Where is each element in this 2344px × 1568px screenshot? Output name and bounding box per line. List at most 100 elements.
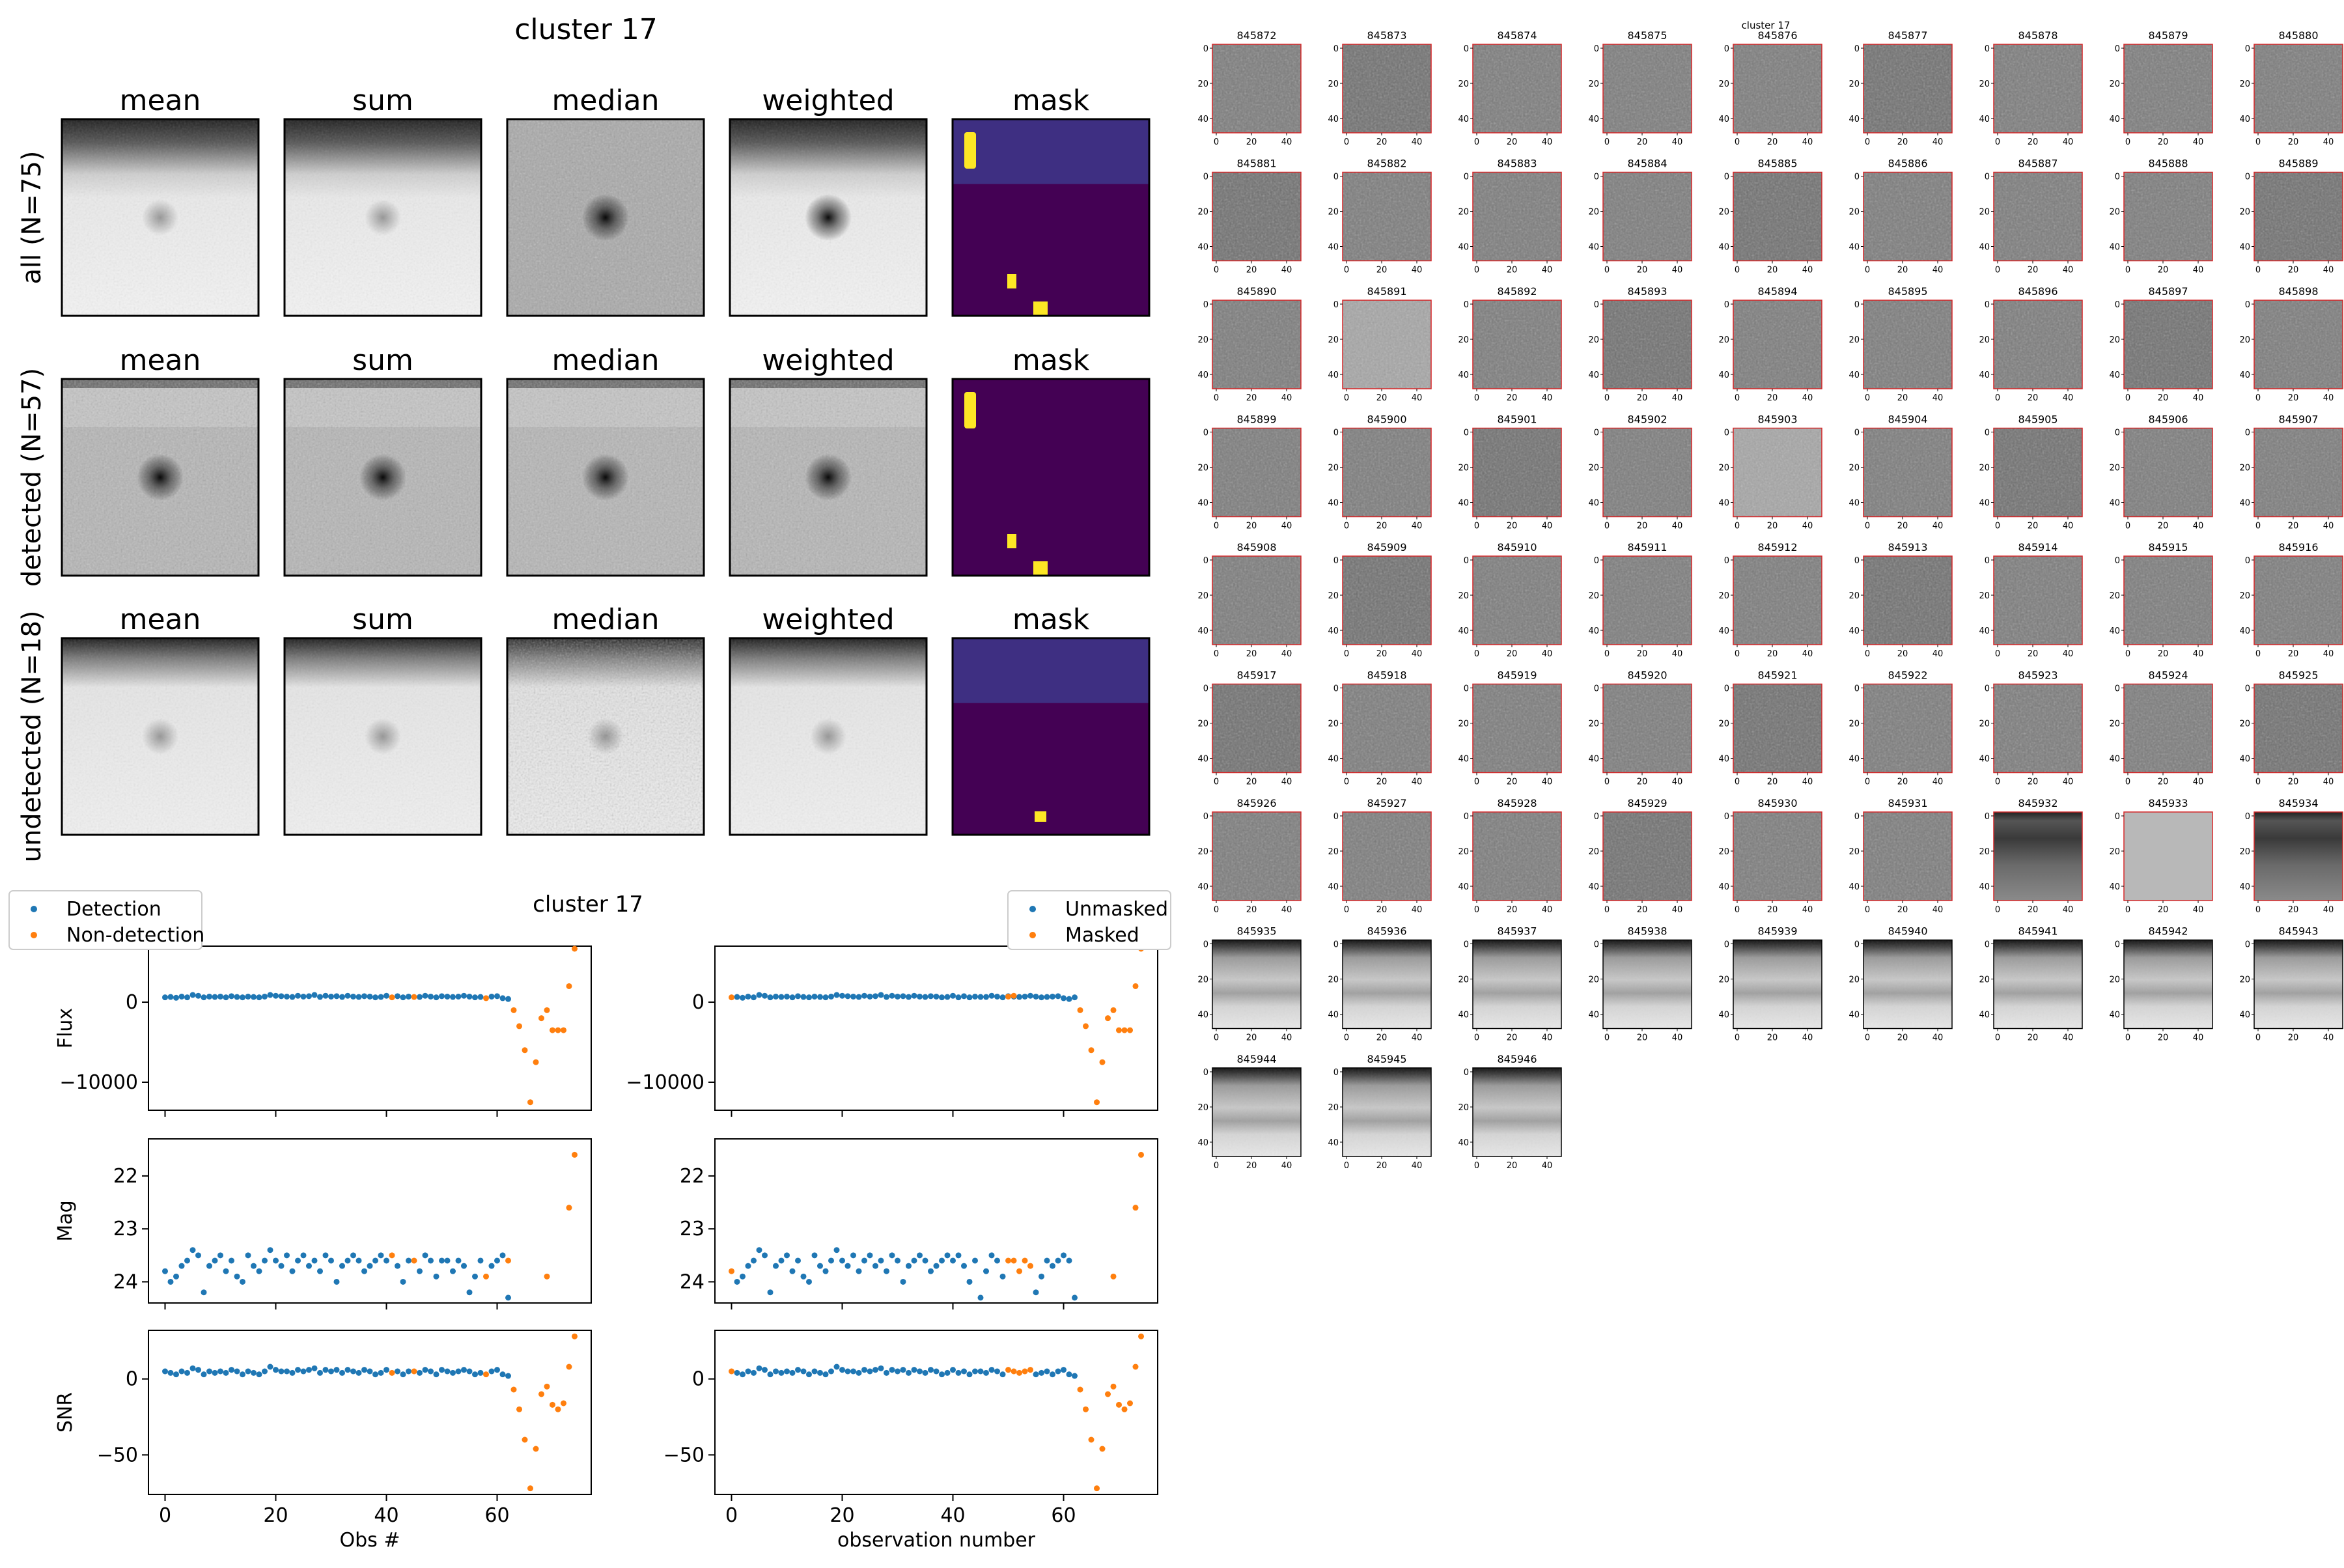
thumbnail-id: 845927 (1367, 797, 1406, 809)
data-point (1105, 1391, 1111, 1397)
thumb-x-tick-label: 20 (1376, 1033, 1388, 1043)
data-point (1066, 1371, 1072, 1378)
data-point (550, 1401, 555, 1408)
data-point (428, 993, 434, 1000)
thumbnail-frame (1602, 939, 1692, 1029)
data-point (745, 1263, 751, 1269)
data-point (784, 1252, 790, 1259)
data-point (966, 1278, 973, 1285)
data-point (756, 1247, 762, 1253)
data-point (939, 1257, 945, 1264)
thumb-x-tick-label: 20 (1767, 905, 1778, 915)
thumbnail-noise (1343, 684, 1431, 773)
thumb-y-tick-label: 20 (1979, 975, 1990, 985)
data-point (828, 993, 834, 1000)
x-tick-label: 20 (263, 1504, 288, 1527)
stack-image (506, 637, 705, 836)
thumbnail-noise (1212, 44, 1301, 133)
data-point (878, 1257, 884, 1264)
thumbnail-frame (1212, 171, 1302, 262)
thumb-x-tick-label: 20 (1507, 905, 1518, 915)
data-point (944, 1252, 951, 1259)
thumb-x-tick-label: 40 (1672, 649, 1683, 659)
thumb-y-tick-label: 0 (1724, 44, 1729, 54)
thumb-x-tick-label: 40 (1932, 649, 1944, 659)
source-blob (365, 718, 401, 755)
thumb-y-tick-label: 40 (1588, 371, 1599, 380)
thumb-x-tick-label: 40 (1932, 777, 1944, 787)
thumb-y-tick-label: 40 (1718, 626, 1729, 636)
data-point (1066, 996, 1072, 1002)
thumb-y-tick-label: 20 (2109, 464, 2120, 473)
thumb-x-tick-label: 0 (1735, 522, 1740, 531)
thumb-y-tick-label: 0 (1985, 940, 1990, 950)
thumbnail: 845919 0 20 40 0 20 40 (1458, 669, 1562, 787)
data-point (273, 1257, 279, 1264)
data-point (800, 1368, 807, 1375)
thumbnail-id: 845917 (1236, 669, 1276, 682)
data-point (756, 1365, 762, 1371)
thumb-y-tick-label: 0 (1724, 428, 1729, 438)
thumb-y-tick-label: 0 (1594, 556, 1599, 566)
data-point (167, 1278, 174, 1285)
data-point (1022, 1368, 1028, 1375)
thumb-y-tick-label: 0 (1333, 556, 1339, 566)
stack-column-title: mean (120, 84, 201, 117)
data-point (466, 993, 473, 1000)
thumbnail: 845928 0 20 40 0 20 40 (1458, 797, 1562, 915)
data-point (950, 1367, 956, 1373)
thumbnail-noise (1473, 300, 1561, 389)
data-point (1027, 992, 1033, 999)
data-point (955, 1369, 962, 1376)
x-axis-label: Obs # (340, 1529, 400, 1552)
thumbnail: 845933 0 20 40 0 20 40 (2109, 797, 2213, 915)
data-point (811, 1252, 818, 1259)
data-point (839, 1257, 845, 1264)
thumbnail-noise (1212, 684, 1301, 773)
thumb-x-tick-label: 20 (1507, 522, 1518, 531)
thumb-x-tick-label: 40 (1412, 137, 1423, 147)
thumbnail-noise (1343, 428, 1431, 517)
thumb-x-tick-label: 0 (1865, 777, 1870, 787)
thumb-x-tick-label: 40 (1932, 905, 1944, 915)
thumb-x-tick-label: 40 (1281, 777, 1292, 787)
data-point (977, 994, 984, 1000)
thumbnail-frame (1863, 44, 1953, 133)
thumb-y-tick-label: 20 (2109, 975, 2120, 985)
thumbnail-id: 845895 (1888, 285, 1927, 298)
thumbnail-frame (2123, 171, 2213, 262)
data-point (455, 1257, 462, 1264)
thumbnail-id: 845874 (1497, 29, 1537, 42)
data-point (1132, 1364, 1139, 1370)
data-point (850, 1252, 856, 1259)
data-point (822, 994, 829, 1001)
data-point (406, 993, 412, 1000)
thumb-x-tick-label: 40 (1672, 777, 1683, 787)
thumb-x-tick-label: 0 (1214, 393, 1219, 403)
thumbnail-frame (1212, 1067, 1302, 1157)
thumb-y-tick-label: 20 (1718, 591, 1729, 601)
thumbnail: 845909 0 20 40 0 20 40 (1328, 541, 1432, 659)
thumbnail-frame (1342, 300, 1432, 389)
stack-image-frame (506, 637, 705, 836)
data-point (217, 1252, 223, 1259)
data-point (751, 994, 757, 1001)
data-point (917, 1252, 923, 1259)
thumb-x-tick-label: 40 (1412, 777, 1423, 787)
stack-column-title: mask (1012, 344, 1090, 377)
thumb-x-tick-label: 0 (1474, 266, 1479, 275)
stack-column-title: sum (352, 603, 413, 636)
thumb-x-tick-label: 20 (1767, 266, 1778, 275)
data-point (384, 1257, 389, 1264)
data-point (212, 994, 218, 1000)
thumbnail-id: 845931 (1888, 797, 1927, 809)
data-point (999, 1371, 1006, 1378)
thumbnail-noise (1863, 172, 1952, 261)
data-point (900, 1278, 906, 1285)
data-point (789, 1268, 796, 1274)
data-point (833, 1364, 840, 1370)
thumb-y-tick-label: 0 (1464, 428, 1469, 438)
thumbnail: 845927 0 20 40 0 20 40 (1328, 797, 1432, 915)
data-point (917, 1368, 923, 1375)
data-point (833, 1247, 840, 1253)
